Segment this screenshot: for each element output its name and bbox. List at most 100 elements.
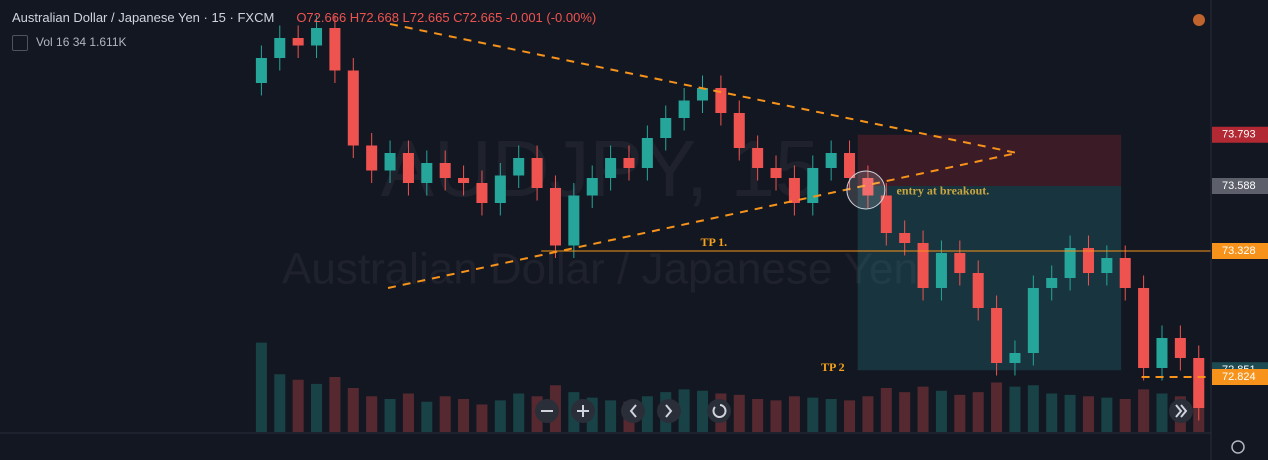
candle-body — [1101, 258, 1113, 273]
candle-body — [402, 153, 414, 183]
watermark-name: Australian Dollar / Japanese Yen — [282, 245, 918, 294]
end-icon — [1175, 404, 1188, 418]
volume-bar — [899, 392, 911, 432]
navigation-toolbar — [535, 399, 1193, 423]
volume-legend: Vol 16 34 1.611K — [12, 35, 127, 51]
left-icon — [629, 404, 637, 418]
volume-bar — [954, 394, 966, 432]
legend-header: Australian Dollar / Japanese Yen · 15 · … — [12, 10, 596, 25]
volume-bar — [513, 393, 525, 432]
candle-body — [807, 168, 819, 203]
candle-body — [678, 100, 690, 118]
candle-body — [494, 175, 506, 203]
volume-bar — [917, 386, 929, 432]
price-tag-label: 73.328 — [1222, 245, 1256, 257]
volume-bar — [696, 390, 709, 432]
price-tag — [1212, 369, 1268, 385]
candle-body — [366, 145, 378, 171]
candle-body — [623, 158, 635, 168]
ohlc-values: O72.666 H72.668 L72.665 C72.665 -0.001 (… — [296, 10, 597, 25]
candle-body — [458, 178, 470, 183]
volume-bar — [329, 377, 341, 432]
volume-bar — [1156, 393, 1168, 432]
volume-text: Vol 16 34 1.611K — [36, 35, 127, 50]
candle-body — [715, 88, 727, 113]
plus-icon — [577, 405, 589, 417]
volume-bar — [1119, 399, 1131, 432]
volume-bar — [605, 400, 617, 432]
candle-body — [1082, 248, 1094, 273]
volume-bar — [1009, 386, 1021, 432]
volume-bar — [458, 399, 470, 432]
scroll-left-button[interactable] — [621, 399, 645, 423]
candle-body — [788, 178, 800, 203]
volume-bar — [1082, 396, 1094, 432]
candle-body — [660, 118, 672, 138]
scroll-right-button[interactable] — [657, 399, 681, 423]
volume-bar — [366, 396, 378, 432]
trendline — [389, 23, 1018, 154]
candle-body — [531, 158, 543, 188]
candle-body — [972, 273, 984, 308]
volume-bar — [1101, 397, 1113, 432]
price-tag-label: 73.588 — [1222, 180, 1256, 192]
volume-bar — [770, 400, 782, 432]
zone — [857, 134, 1122, 186]
candle-body — [476, 183, 488, 203]
volume-bar — [1138, 389, 1150, 432]
candle-body — [641, 138, 653, 168]
volume-bar — [825, 399, 837, 432]
alert-icon[interactable] — [1193, 14, 1205, 26]
annotation: entry at breakout. — [897, 184, 990, 198]
volume-bar — [788, 396, 800, 432]
annotation: TP 2 — [821, 360, 845, 374]
candle-body — [421, 163, 433, 183]
volume-bar — [421, 401, 433, 432]
volume-bar — [1046, 393, 1058, 432]
candle-body — [311, 28, 323, 46]
candle-body — [899, 233, 911, 243]
symbol-name: Australian Dollar / Japanese Yen · 15 · … — [12, 10, 275, 25]
volume-bar — [311, 383, 323, 432]
candle-body — [1174, 338, 1186, 358]
zone — [857, 186, 1122, 371]
candle-body — [439, 163, 451, 178]
collapse-button[interactable] — [12, 35, 28, 51]
volume-bar — [678, 389, 690, 432]
candle-body — [825, 153, 837, 168]
candle-body — [1009, 353, 1021, 363]
candle-body — [274, 38, 286, 58]
candle-body — [549, 188, 561, 246]
price-axis — [1211, 0, 1268, 460]
price-tag — [1212, 243, 1268, 259]
volume-bar — [935, 390, 947, 432]
volume-bar — [862, 396, 874, 432]
volume-bar — [752, 399, 764, 432]
settings-icon[interactable] — [1231, 440, 1245, 454]
candle-body — [696, 88, 709, 101]
volume-bar — [807, 397, 819, 432]
candle-body — [954, 253, 966, 273]
candle-body — [991, 308, 1003, 363]
candle-body — [568, 195, 580, 246]
volume-bar — [733, 394, 745, 432]
candle-body — [1193, 358, 1205, 408]
candle-body — [384, 153, 396, 171]
volume-bar — [991, 382, 1003, 432]
candle-body — [770, 168, 782, 178]
volume-bar — [880, 388, 892, 432]
volume-bar — [274, 374, 286, 432]
watermark-symbol: AUDJPY, 15 — [381, 124, 820, 213]
right-icon — [665, 404, 673, 418]
candle-body — [1119, 258, 1131, 288]
reset-button[interactable] — [707, 399, 731, 423]
volume-bar — [439, 396, 451, 432]
candle-body — [329, 28, 341, 71]
candle-body — [292, 38, 304, 46]
price-tag-label: 72.824 — [1222, 371, 1256, 383]
candle-body — [1064, 248, 1076, 278]
volume-bar — [255, 342, 267, 432]
